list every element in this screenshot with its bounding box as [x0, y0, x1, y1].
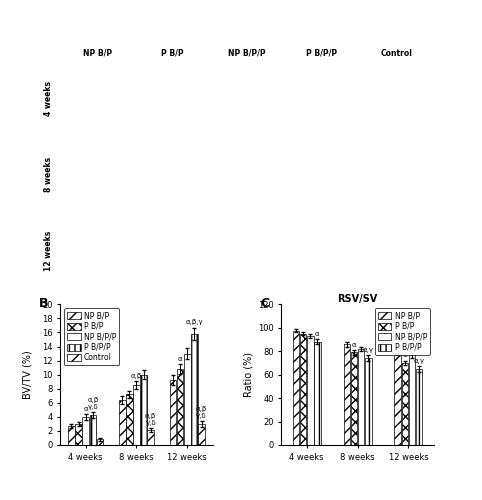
Bar: [394, 352, 401, 445]
Legend: NP B/P, P B/P, NP B/P/P, P B/P/P: NP B/P, P B/P, NP B/P/P, P B/P/P: [375, 308, 430, 355]
Bar: [365, 358, 372, 445]
Bar: [177, 369, 184, 445]
Bar: [300, 334, 307, 445]
Text: C: C: [260, 298, 269, 310]
Text: α: α: [402, 352, 407, 358]
Text: α: α: [352, 342, 356, 348]
Bar: [409, 354, 415, 445]
Text: NP B/P: NP B/P: [83, 48, 112, 58]
Bar: [75, 424, 82, 445]
Legend: NP B/P, P B/P, NP B/P/P, P B/P/P, Control: NP B/P, P B/P, NP B/P/P, P B/P/P, Contro…: [64, 308, 120, 366]
Bar: [119, 400, 125, 445]
Bar: [126, 394, 133, 445]
Text: α,β
γ,δ: α,β γ,δ: [196, 406, 207, 419]
Text: NP B/P/P: NP B/P/P: [228, 48, 266, 58]
Y-axis label: BV/TV (%): BV/TV (%): [23, 350, 33, 399]
Bar: [344, 344, 350, 445]
Text: 4 weeks: 4 weeks: [44, 81, 53, 116]
Bar: [140, 374, 147, 445]
Bar: [82, 417, 89, 445]
Bar: [358, 349, 364, 445]
Bar: [307, 336, 314, 445]
Bar: [198, 424, 205, 445]
Bar: [293, 330, 299, 445]
Text: 8 weeks: 8 weeks: [44, 157, 53, 192]
Bar: [402, 363, 408, 445]
Text: α,β,γ: α,β,γ: [186, 320, 203, 326]
Text: α: α: [315, 332, 320, 338]
Text: α,γ: α,γ: [414, 358, 425, 364]
Bar: [170, 380, 176, 445]
Title: RSV/SV: RSV/SV: [337, 294, 378, 304]
Bar: [184, 354, 190, 445]
Text: B: B: [39, 298, 48, 310]
Bar: [133, 385, 140, 445]
Bar: [90, 415, 96, 445]
Bar: [416, 369, 422, 445]
Text: α,β
γ,δ: α,β γ,δ: [87, 397, 98, 410]
Bar: [147, 430, 154, 445]
Text: Control: Control: [380, 48, 413, 58]
Bar: [191, 334, 198, 445]
Text: α,β: α,β: [131, 373, 142, 379]
Text: α: α: [83, 406, 88, 412]
Text: α: α: [178, 356, 183, 362]
Bar: [96, 440, 103, 445]
Text: α,γ: α,γ: [363, 347, 374, 353]
Y-axis label: Ratio (%): Ratio (%): [244, 352, 254, 397]
Text: P B/P/P: P B/P/P: [306, 48, 337, 58]
Bar: [314, 342, 321, 445]
Bar: [68, 426, 75, 445]
Text: A: A: [64, 67, 74, 80]
Text: α,β
γ,δ: α,β γ,δ: [145, 413, 156, 426]
Text: P B/P: P B/P: [161, 48, 184, 58]
Bar: [351, 352, 357, 445]
Text: 12 weeks: 12 weeks: [44, 231, 53, 272]
